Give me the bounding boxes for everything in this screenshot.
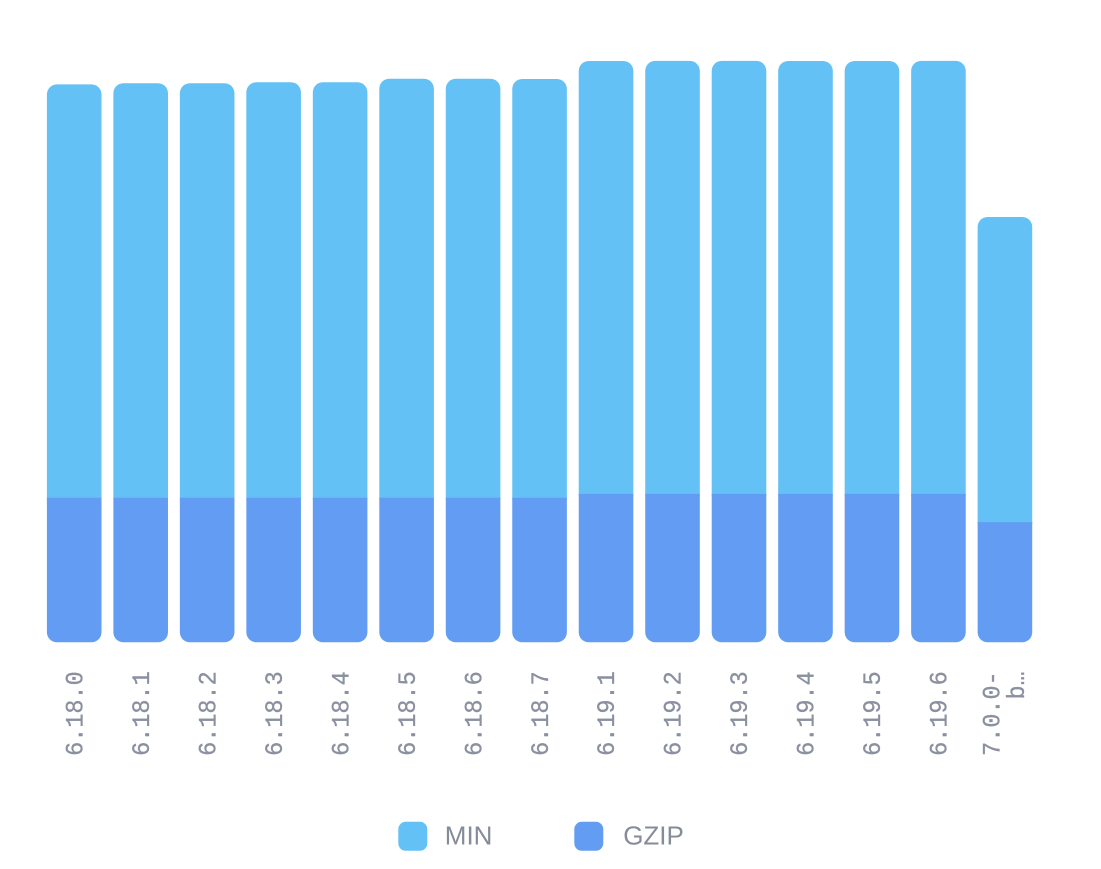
svg-text:7.0.0-: 7.0.0- [980,671,1008,756]
svg-text:6.18.2: 6.18.2 [196,671,224,756]
svg-text:6.18.1: 6.18.1 [129,671,157,756]
svg-text:MIN: MIN [445,820,493,850]
svg-text:6.19.6: 6.19.6 [927,671,955,756]
svg-text:6.19.1: 6.19.1 [595,671,623,756]
svg-text:GZIP: GZIP [623,820,684,850]
svg-text:6.18.6: 6.18.6 [462,671,490,756]
svg-text:6.18.4: 6.18.4 [329,671,357,756]
svg-text:6.18.0: 6.18.0 [63,671,91,756]
svg-text:6.19.3: 6.19.3 [727,671,755,756]
svg-text:b…: b… [1004,671,1032,699]
svg-text:6.18.3: 6.18.3 [262,671,290,756]
svg-text:6.18.5: 6.18.5 [395,671,423,756]
svg-text:6.18.7: 6.18.7 [528,671,556,756]
svg-text:6.19.4: 6.19.4 [794,671,822,756]
svg-text:6.19.2: 6.19.2 [661,671,689,756]
svg-text:6.19.5: 6.19.5 [860,671,888,756]
